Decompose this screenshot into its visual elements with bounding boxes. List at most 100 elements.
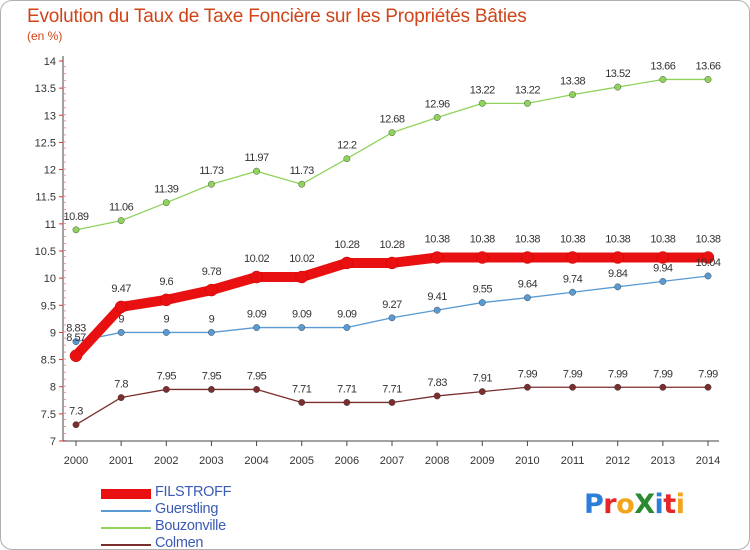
legend-swatch [101, 510, 151, 512]
data-point [117, 329, 125, 336]
legend-swatch [101, 544, 151, 546]
data-label: 8.57 [66, 332, 86, 344]
data-label: 10.38 [650, 234, 675, 246]
data-point [114, 300, 128, 314]
data-label: 11.39 [154, 184, 179, 196]
data-label: 10.38 [425, 234, 450, 246]
x-tick-label: 2011 [561, 455, 585, 467]
data-point [253, 324, 260, 331]
data-label: 9.27 [382, 299, 402, 311]
data-label: 9.09 [337, 309, 357, 321]
data-point [614, 383, 622, 391]
y-tick-label: 7.5 [41, 409, 56, 421]
data-point [659, 277, 667, 285]
data-label: 7.95 [247, 370, 267, 382]
x-tick-label: 2002 [154, 455, 178, 467]
data-label: 7.99 [563, 368, 583, 380]
data-label: 9 [163, 313, 169, 325]
data-point [524, 99, 531, 107]
x-tick-label: 2005 [289, 455, 313, 467]
data-point [117, 394, 125, 401]
data-point [659, 383, 667, 391]
data-label: 9.74 [563, 273, 583, 285]
legend-swatch [101, 489, 151, 499]
data-point [659, 76, 667, 83]
proxiti-logo: ProXiti [584, 489, 685, 520]
data-label: 9 [118, 313, 124, 325]
legend-swatch [101, 527, 151, 529]
data-label: 13.52 [605, 68, 630, 80]
data-point [298, 180, 306, 188]
x-tick-label: 2003 [199, 455, 223, 467]
data-label: 9 [209, 313, 215, 325]
x-tick-label: 2007 [380, 455, 404, 467]
data-point [476, 251, 489, 264]
data-label: 11.97 [244, 152, 269, 164]
y-tick-label: 8.5 [41, 355, 56, 367]
data-point [478, 299, 486, 306]
data-point [72, 226, 80, 234]
data-point [478, 388, 486, 395]
series-line-bouzonville [75, 78, 709, 231]
logo-letter: t [663, 489, 676, 520]
data-point [343, 155, 351, 163]
legend-label: FILSTROFF [155, 484, 232, 500]
data-label: 7.71 [292, 383, 312, 395]
y-tick-label: 12.5 [35, 137, 56, 149]
x-tick-label: 2013 [651, 455, 675, 467]
data-point [388, 314, 396, 322]
data-point [117, 217, 125, 225]
data-label: 7.8 [114, 379, 128, 391]
data-label: 7.71 [337, 383, 357, 395]
data-label: 10.38 [695, 234, 720, 246]
data-label: 7.99 [518, 368, 538, 380]
data-label: 13.66 [650, 60, 675, 72]
data-label: 11.73 [199, 165, 224, 177]
data-point [569, 91, 576, 99]
y-tick-label: 8 [50, 382, 56, 394]
data-label: 9.84 [608, 268, 628, 280]
y-tick-label: 13.5 [35, 83, 56, 95]
y-tick-label: 14 [44, 56, 56, 68]
data-label: 9.78 [202, 266, 222, 278]
data-label: 9.09 [292, 309, 312, 321]
x-tick-label: 2000 [64, 455, 88, 467]
data-point [656, 251, 670, 264]
y-tick-label: 11 [45, 219, 56, 231]
y-tick-label: 7 [50, 436, 56, 448]
logo-letter: P [584, 489, 604, 520]
y-tick-label: 13 [44, 110, 56, 122]
data-label: 9.55 [473, 284, 493, 296]
data-label: 12.68 [379, 114, 404, 126]
data-point [208, 386, 215, 393]
data-point [433, 306, 441, 314]
data-point [611, 251, 624, 264]
data-point [701, 251, 715, 264]
legend-label: Guerstling [155, 501, 219, 517]
y-tick-label: 10.5 [35, 246, 56, 258]
data-label: 8.83 [66, 323, 86, 335]
data-point [208, 329, 215, 336]
data-label: 10.02 [244, 253, 269, 265]
data-label: 13.22 [515, 84, 540, 96]
legend-label: Bouzonville [155, 518, 226, 534]
data-point [340, 256, 354, 270]
data-point [253, 167, 260, 175]
x-tick-label: 2008 [425, 455, 449, 467]
data-point [72, 421, 80, 429]
logo-letter: o [616, 489, 635, 520]
data-point [614, 283, 622, 291]
x-tick-label: 2001 [109, 455, 133, 467]
data-label: 10.28 [334, 239, 359, 251]
data-point [250, 270, 263, 284]
y-tick-label: 9.5 [41, 300, 56, 312]
x-tick-label: 2014 [696, 455, 720, 467]
data-point [388, 129, 396, 137]
data-label: 11.06 [109, 202, 134, 214]
data-label: 7.3 [69, 406, 83, 418]
data-point [160, 293, 173, 307]
data-point [72, 338, 80, 346]
data-label: 10.89 [63, 211, 88, 223]
data-point [162, 199, 170, 207]
